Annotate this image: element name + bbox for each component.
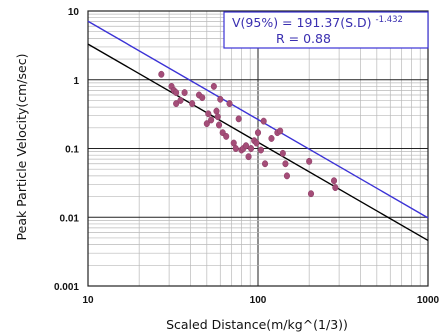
equation-exponent: -1.432 (376, 15, 403, 25)
data-point (235, 115, 242, 123)
y-tick-label: 0.01 (60, 213, 80, 224)
data-point (210, 82, 217, 90)
data-point (260, 117, 267, 125)
data-point (277, 127, 284, 135)
data-point (199, 94, 206, 102)
data-point (242, 142, 250, 150)
data-point (173, 100, 180, 108)
data-point (189, 100, 196, 108)
data-point (283, 172, 290, 180)
x-tick-label: 10 (82, 295, 94, 306)
data-point (181, 89, 188, 97)
data-point (208, 116, 215, 124)
data-point (253, 139, 260, 147)
data-point (261, 160, 269, 168)
data-point (226, 100, 233, 108)
data-point (214, 113, 221, 121)
data-point (254, 129, 262, 137)
x-axis-label: Scaled Distance(m/kg^(1/3)) (166, 317, 348, 332)
data-point (217, 95, 224, 103)
data-point (205, 110, 212, 118)
data-point (268, 135, 275, 142)
data-point (223, 132, 230, 140)
data-point (307, 190, 315, 198)
data-point (177, 96, 184, 104)
data-point (203, 120, 210, 128)
data-point (332, 184, 339, 192)
y-tick-label: 0.1 (65, 145, 79, 156)
plot-frame (87, 10, 429, 287)
data-point (173, 89, 180, 97)
data-points (158, 70, 339, 198)
x-tick-label: 1000 (417, 295, 440, 306)
grid (87, 10, 429, 287)
x-tick-label: 100 (250, 295, 267, 306)
data-point (257, 146, 264, 154)
data-point (215, 121, 223, 129)
data-point (245, 153, 252, 161)
data-point (247, 145, 255, 152)
y-tick-label: 10 (68, 7, 80, 18)
equation-box: V(95%) = 191.37(S.D) -1.432 R = 0.88 (223, 11, 429, 49)
data-point (330, 177, 338, 185)
y-tick-label: 1 (73, 76, 79, 87)
equation-main: V(95%) = 191.37(S.D) (232, 15, 372, 30)
r-value-text: R = 0.88 (276, 31, 331, 46)
y-tick-label: 0.001 (54, 282, 79, 293)
equation-text: V(95%) = 191.37(S.D) -1.432 (232, 15, 403, 30)
data-point (232, 145, 239, 152)
data-point (306, 157, 313, 165)
data-point (282, 160, 289, 168)
upper-bound-line (87, 20, 429, 219)
data-point (158, 70, 165, 78)
tick-labels: 10 100 1000 0.001 0.01 0.1 1 10 (54, 7, 440, 306)
data-point (279, 149, 286, 157)
y-axis-label: Peak Particle Velocity(cm/sec) (14, 54, 29, 241)
